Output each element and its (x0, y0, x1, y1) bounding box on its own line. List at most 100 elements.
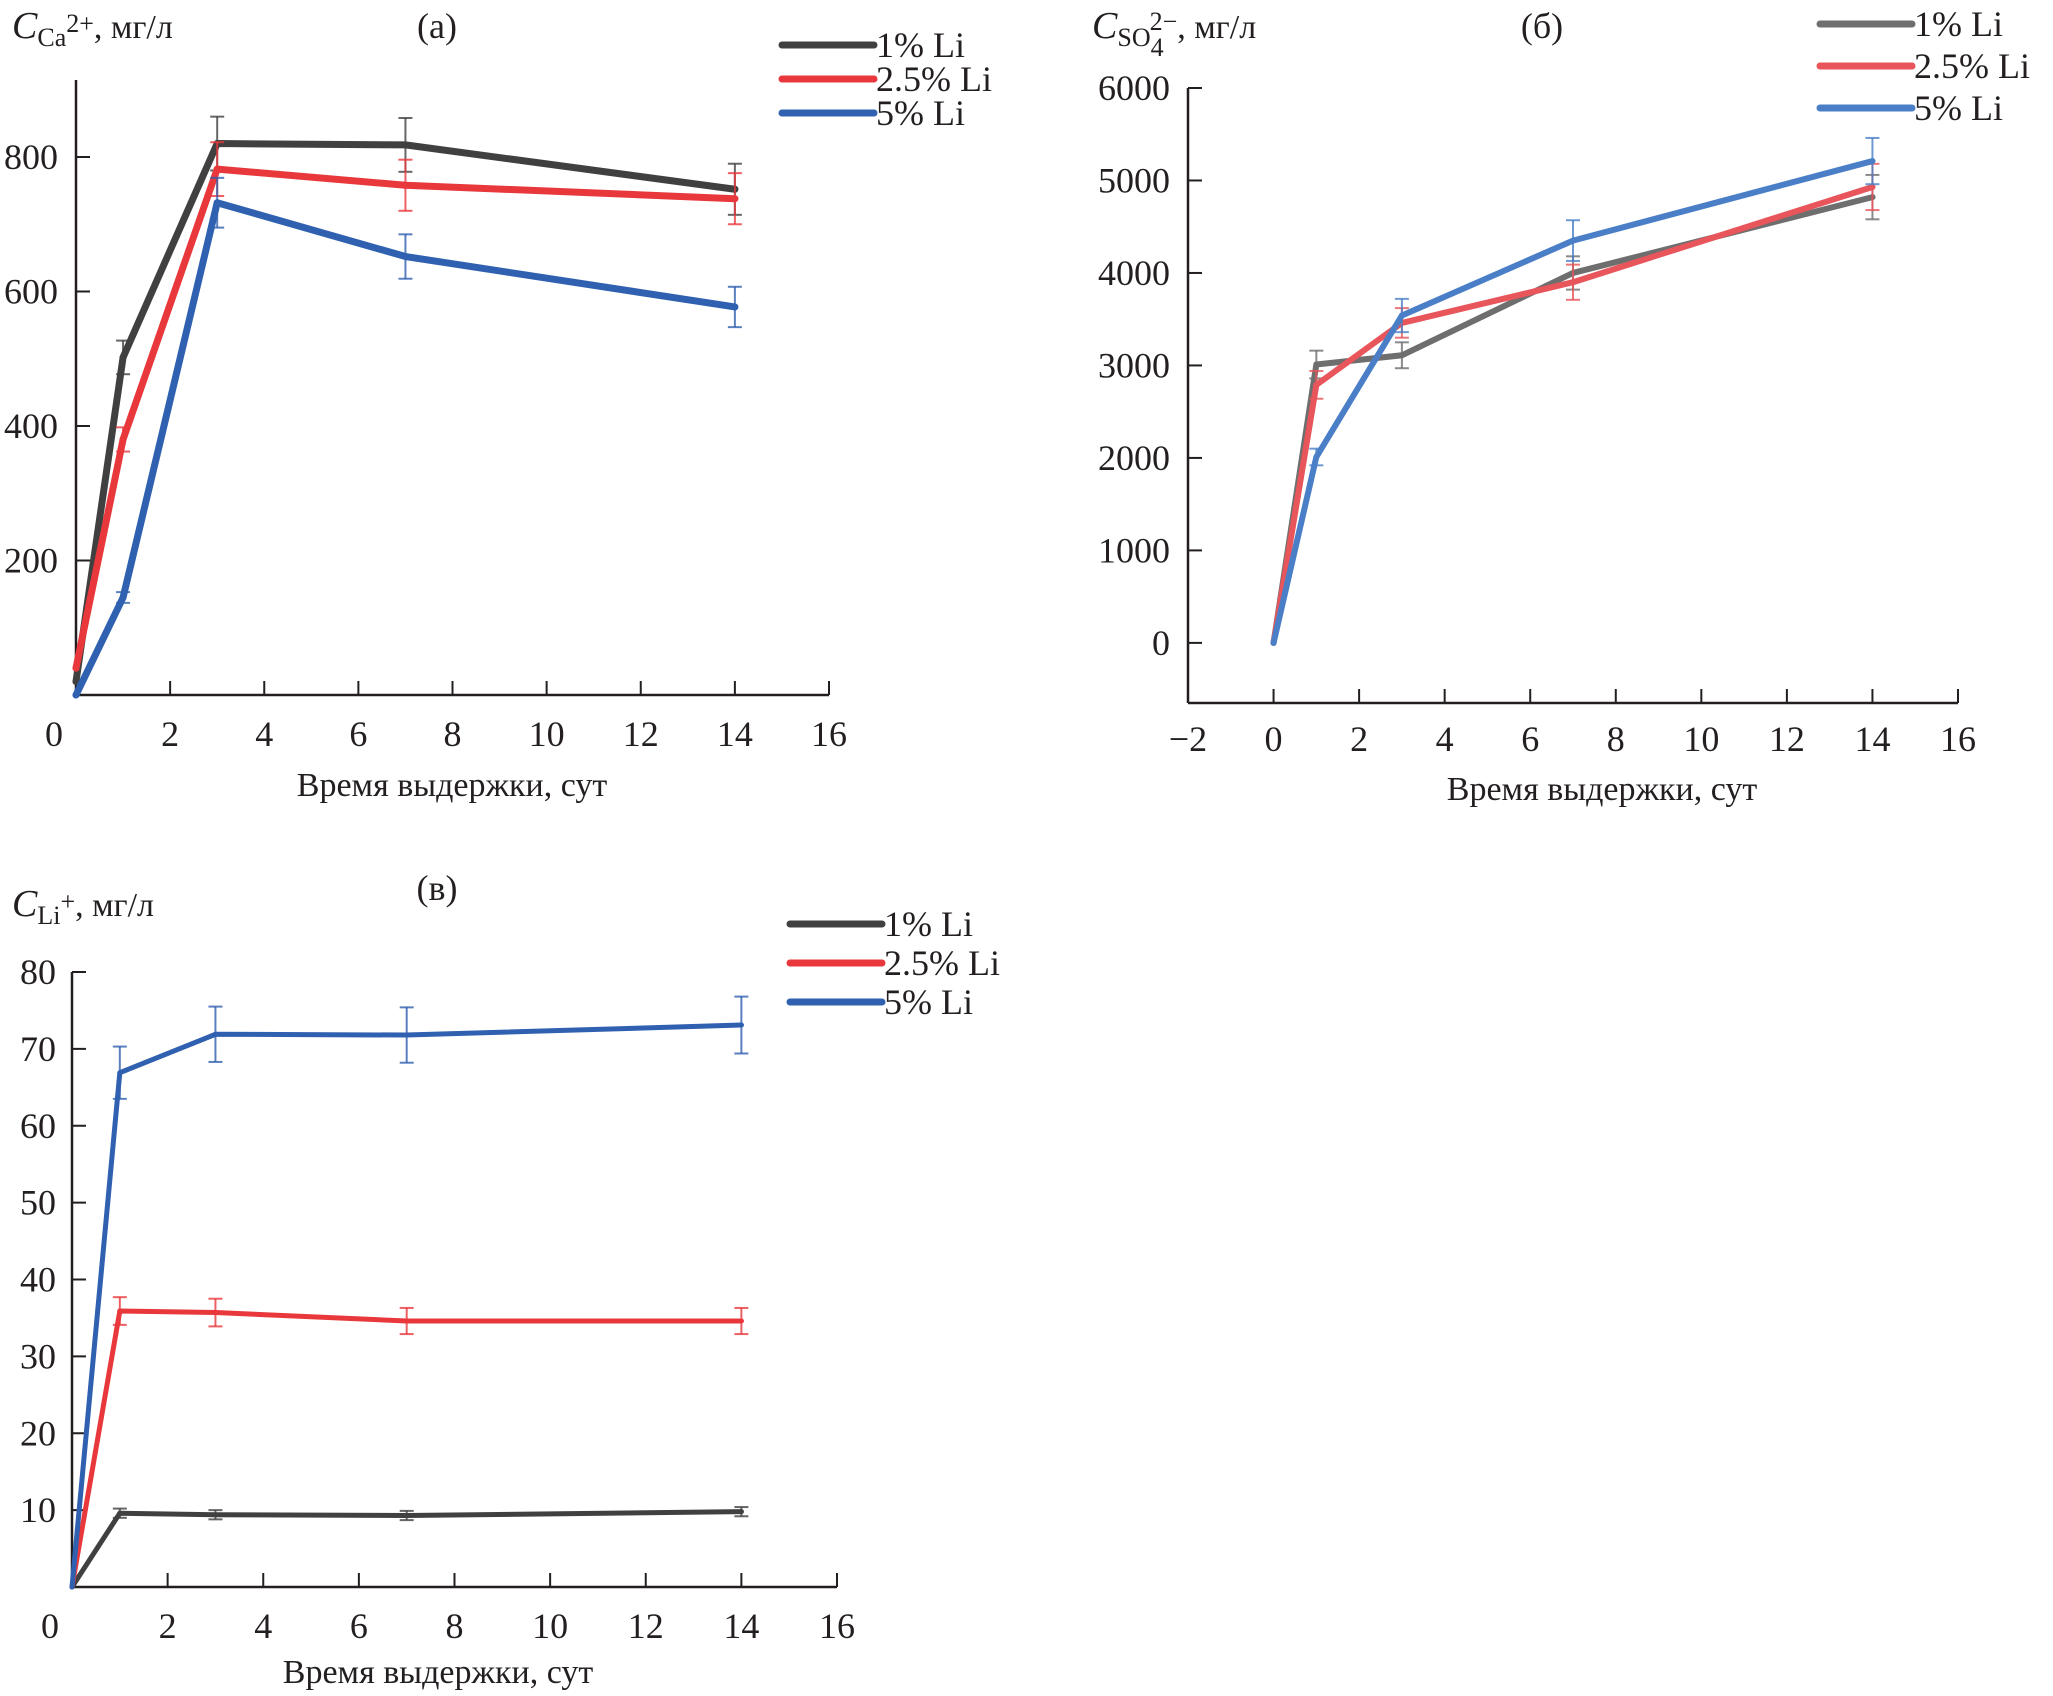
x-tick-label: 16 (811, 714, 847, 754)
series-line (69, 1308, 744, 1590)
data-point (1570, 237, 1576, 244)
x-tick-label: 14 (717, 714, 753, 754)
y-tick-label: 6000 (1098, 68, 1170, 108)
x-tick-label: 12 (628, 1606, 664, 1646)
x-tick-label: 16 (819, 1606, 855, 1646)
x-axis-title: Время выдержки, сут (1447, 771, 1758, 808)
x-tick-label: 0 (1265, 719, 1283, 759)
series-1li (69, 1506, 749, 1590)
y-tick-label: 80 (20, 952, 56, 992)
panel-label: (б) (1521, 6, 1563, 46)
data-point (1398, 352, 1405, 359)
x-tick-label: 8 (1607, 719, 1625, 759)
x-tick-label: 6 (349, 714, 367, 754)
series-25li (1270, 162, 1880, 646)
y-axis-subscript: SO (1117, 23, 1150, 52)
x-tick-label: 2 (159, 1606, 177, 1646)
data-point (69, 1584, 75, 1590)
y-axis-symbol: C (12, 5, 38, 47)
y-tick-label: 400 (4, 406, 58, 446)
data-point (117, 1308, 123, 1314)
x-tick-label: −2 (1169, 719, 1207, 759)
y-axis-subscript: Li (37, 901, 60, 930)
panel-label: (в) (417, 868, 458, 908)
x-tick-label: 10 (529, 714, 565, 754)
data-point (213, 165, 221, 173)
y-axis-title: CCa2+, мг/л (12, 5, 173, 52)
y-tick-label: 30 (20, 1336, 56, 1376)
x-tick-label: 0 (41, 1606, 59, 1646)
data-point (72, 664, 80, 672)
y-axis-unit: , мг/л (94, 9, 173, 46)
legend-label: 2.5% Li (1914, 46, 2030, 86)
x-tick-label: 8 (444, 714, 462, 754)
y-axis-superscript: 2+ (66, 9, 94, 38)
series-5li (72, 176, 742, 699)
data-point (119, 593, 127, 601)
x-tick-label: 10 (1683, 719, 1719, 759)
x-tick-label: 6 (1521, 719, 1539, 759)
data-point (119, 435, 127, 443)
x-tick-label: 12 (1769, 719, 1805, 759)
data-point (117, 1070, 123, 1076)
y-tick-label: 60 (20, 1106, 56, 1146)
y-axis-title: CLi+, мг/л (12, 883, 154, 930)
x-axis-title: Время выдержки, сут (283, 1654, 594, 1691)
y-axis-subsubscript: 4 (1151, 33, 1164, 62)
y-tick-label: 70 (20, 1029, 56, 1069)
data-point (117, 1510, 123, 1516)
data-point (1313, 381, 1320, 388)
chart-c: 0 2 4 6 8 10 12 14 16 10 20 30 40 50 60 70 80 Время выдер… (12, 868, 1000, 1691)
data-point (1270, 639, 1277, 646)
data-point (738, 1022, 744, 1028)
series-line (69, 1022, 744, 1590)
x-tick-label: 14 (1854, 719, 1890, 759)
data-point (1869, 183, 1876, 190)
legend-label: 5% Li (876, 93, 965, 133)
data-point (72, 678, 80, 686)
y-tick-label: 10 (20, 1490, 56, 1530)
x-tick-label: 14 (723, 1606, 759, 1646)
data-point (1869, 158, 1876, 165)
panel-label: (а) (417, 6, 457, 46)
data-point (212, 1310, 218, 1316)
data-point (1398, 312, 1405, 319)
data-point (404, 1513, 410, 1519)
data-point (401, 181, 409, 189)
data-point (401, 141, 409, 149)
x-tick-label: 10 (532, 1606, 568, 1646)
x-tick-label: 2 (161, 714, 179, 754)
legend-label: 1% Li (884, 904, 973, 944)
data-point (738, 1509, 744, 1515)
chart-a: 0 2 4 6 8 10 12 14 16 200 400 600 800 Время выдержки,… (4, 5, 992, 804)
series-line (72, 140, 739, 686)
y-tick-label: 600 (4, 272, 58, 312)
data-point (1313, 361, 1320, 368)
y-axis-unit: , мг/л (75, 887, 154, 924)
series-25li (72, 141, 742, 672)
y-tick-label: 20 (20, 1413, 56, 1453)
y-tick-label: 0 (1152, 623, 1170, 663)
x-tick-label: 12 (623, 714, 659, 754)
series-5li (69, 995, 749, 1590)
legend-label: 5% Li (884, 982, 973, 1022)
data-point (72, 691, 80, 699)
y-tick-label: 3000 (1098, 345, 1170, 385)
series-line (69, 1509, 744, 1590)
data-point (1313, 454, 1320, 460)
legend-label: 2.5% Li (876, 59, 992, 99)
chart-b: −2 0 2 4 6 8 10 12 14 16 0 1000 2000 3000 4000 5000 6000… (1092, 4, 2030, 808)
data-point (119, 353, 127, 361)
legend-label: 5% Li (1914, 88, 2003, 128)
y-tick-label: 800 (4, 137, 58, 177)
y-tick-label: 200 (4, 541, 58, 581)
x-tick-label: 4 (1436, 719, 1454, 759)
x-tick-label: 2 (1350, 719, 1368, 759)
data-point (1570, 279, 1576, 286)
y-tick-label: 50 (20, 1183, 56, 1223)
data-point (404, 1318, 410, 1324)
x-axis-title: Время выдержки, сут (297, 767, 608, 804)
x-tick-label: 4 (255, 714, 273, 754)
data-point (404, 1032, 410, 1038)
